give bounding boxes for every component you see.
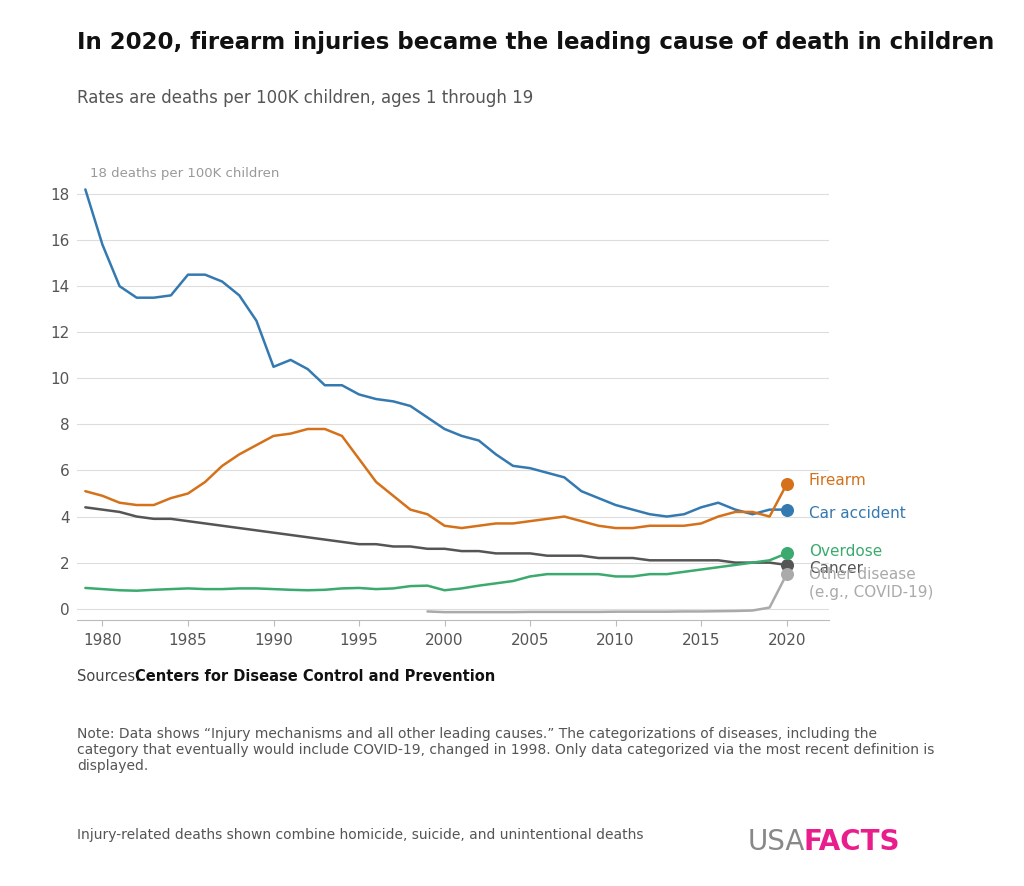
Point — [778, 502, 795, 517]
Text: Cancer: Cancer — [809, 561, 863, 576]
Text: Other disease
(e.g., COVID-19): Other disease (e.g., COVID-19) — [809, 567, 933, 600]
Text: Rates are deaths per 100K children, ages 1 through 19: Rates are deaths per 100K children, ages… — [77, 89, 534, 106]
Text: Firearm: Firearm — [809, 473, 866, 488]
Text: 18 deaths per 100K children: 18 deaths per 100K children — [90, 167, 280, 180]
Point — [778, 558, 795, 572]
Text: Centers for Disease Control and Prevention: Centers for Disease Control and Preventi… — [135, 669, 496, 684]
Text: In 2020, firearm injuries became the leading cause of death in children: In 2020, firearm injuries became the lea… — [77, 31, 994, 54]
Text: Injury-related deaths shown combine homicide, suicide, and unintentional deaths: Injury-related deaths shown combine homi… — [77, 828, 643, 843]
Text: USA: USA — [748, 828, 805, 857]
Text: Sources:: Sources: — [77, 669, 144, 684]
Point — [778, 567, 795, 581]
Text: Car accident: Car accident — [809, 506, 905, 521]
Text: Note: Data shows “Injury mechanisms and all other leading causes.” The categoriz: Note: Data shows “Injury mechanisms and … — [77, 727, 934, 773]
Text: Overdose: Overdose — [809, 544, 882, 558]
Text: FACTS: FACTS — [804, 828, 900, 857]
Point — [778, 547, 795, 561]
Point — [778, 478, 795, 492]
